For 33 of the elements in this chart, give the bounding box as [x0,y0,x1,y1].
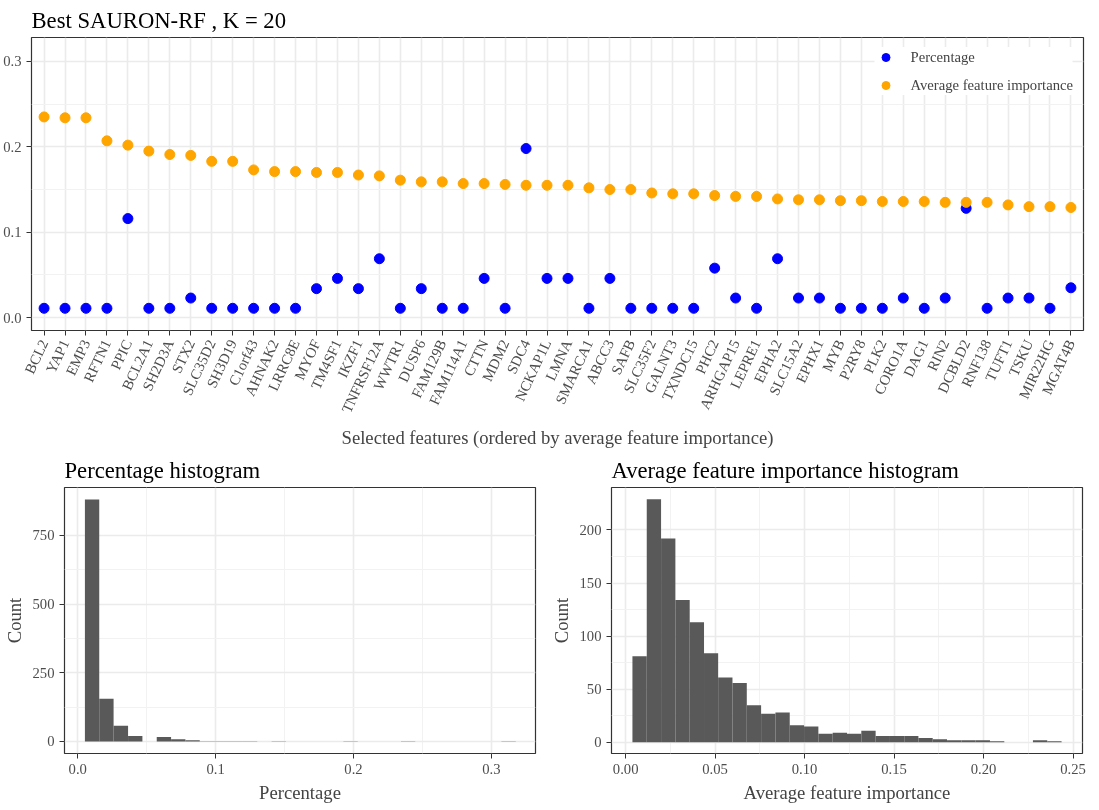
y-tick-label: 100 [579,628,602,645]
chart-title: Best SAURON-RF , K = 20 [31,7,286,33]
x-tick-label: 0.20 [970,760,997,777]
x-tick-label: 0.10 [791,760,818,777]
x-axis-title: Percentage [259,781,341,803]
y-tick-label: 50 [586,681,602,698]
y-tick-label: 250 [32,664,55,681]
x-tick-label: 0.1 [206,760,225,777]
x-tick-label: 0.15 [881,760,907,777]
y-tick-label: 0.3 [3,53,22,70]
y-axis-title: Count [3,596,25,644]
y-tick-label: 0.1 [3,224,22,241]
chart-title: Percentage histogram [64,457,261,483]
x-tick-label: 0.05 [702,760,728,777]
legend-label: Average feature importance [910,76,1073,94]
y-tick-label: 500 [32,596,55,613]
x-axis-title: Selected features (ordered by average feature importance) [341,426,774,449]
x-tick-label: 0.2 [344,760,363,777]
x-tick-label: 0.0 [68,760,87,777]
x-tick-label: 0.25 [1060,760,1086,777]
y-axis-title: Count [550,596,572,644]
y-tick-label: 150 [579,575,602,592]
y-tick-label: 0 [47,733,55,750]
y-tick-label: 0 [594,734,602,751]
y-tick-label: 750 [32,527,55,544]
x-tick-label: 0.3 [482,760,501,777]
x-tick-label: 0.00 [612,760,639,777]
y-tick-label: 0.0 [3,309,22,326]
y-tick-label: 0.2 [3,138,22,155]
x-axis-title: Average feature importance [743,781,951,803]
chart-title: Average feature importance histogram [611,457,960,483]
legend-label: Percentage [910,48,975,66]
y-tick-label: 200 [579,521,602,538]
